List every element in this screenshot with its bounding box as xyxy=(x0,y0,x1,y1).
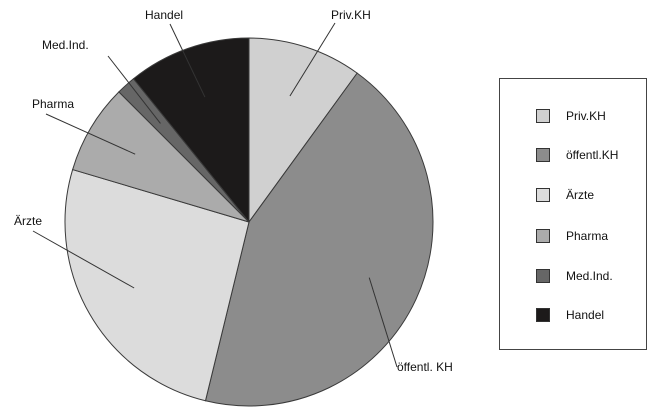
legend-item-med-ind: Med.Ind. xyxy=(536,268,613,284)
pie-slice-handel xyxy=(132,37,250,224)
leader-line-priv-kh xyxy=(289,22,336,97)
legend-swatch-pharma xyxy=(536,229,550,243)
leader-line-med-ind xyxy=(107,55,161,124)
slice-label-pharma: Pharma xyxy=(32,97,74,111)
slice-label-aerzte: Ärzte xyxy=(14,214,42,228)
slice-label-oeffentl-kh: öffentl. KH xyxy=(397,360,453,374)
slice-labels: Priv.KH öffentl. KH Ärzte Pharma Med.Ind. Han… xyxy=(14,8,453,374)
legend-item-aerzte: Ärzte xyxy=(536,187,594,203)
leader-line-aerzte xyxy=(32,230,135,289)
legend-label-aerzte: Ärzte xyxy=(566,188,595,202)
pie-slice-pharma xyxy=(72,91,250,223)
legend-item-priv-kh: Priv.KH xyxy=(536,108,606,124)
legend-label-oeffentl-kh: öffentl.KH xyxy=(566,148,619,162)
pie-slice-oeffentl-kh xyxy=(204,72,434,407)
pie-slice-aerzte xyxy=(64,168,250,402)
legend-swatch-aerzte xyxy=(536,188,550,202)
leader-line-oeffentl-kh xyxy=(368,277,398,368)
legend-label-handel: Handel xyxy=(566,308,605,322)
legend-item-oeffentl-kh: öffentl.KH xyxy=(536,147,618,163)
slice-label-priv-kh: Priv.KH xyxy=(331,8,371,22)
leader-line-pharma xyxy=(45,113,136,155)
legend-swatch-med-ind xyxy=(536,269,550,283)
legend-label-pharma: Pharma xyxy=(566,229,609,243)
legend-item-pharma: Pharma xyxy=(536,228,608,244)
legend: Priv.KH öffentl.KH Ärzte Pharma Med.Ind.… xyxy=(499,78,647,350)
legend-item-handel: Handel xyxy=(536,307,604,323)
pie-slice-priv-kh xyxy=(248,37,358,224)
legend-swatch-handel xyxy=(536,308,550,322)
slice-label-handel: Handel xyxy=(145,8,183,22)
leader-lines xyxy=(32,22,398,368)
slice-label-med-ind: Med.Ind. xyxy=(42,38,89,52)
pie-slices xyxy=(64,37,434,407)
legend-label-med-ind: Med.Ind. xyxy=(566,269,613,283)
legend-swatch-oeffentl-kh xyxy=(536,148,550,162)
legend-label-priv-kh: Priv.KH xyxy=(566,109,606,123)
leader-line-handel xyxy=(169,23,206,98)
legend-swatch-priv-kh xyxy=(536,109,550,123)
